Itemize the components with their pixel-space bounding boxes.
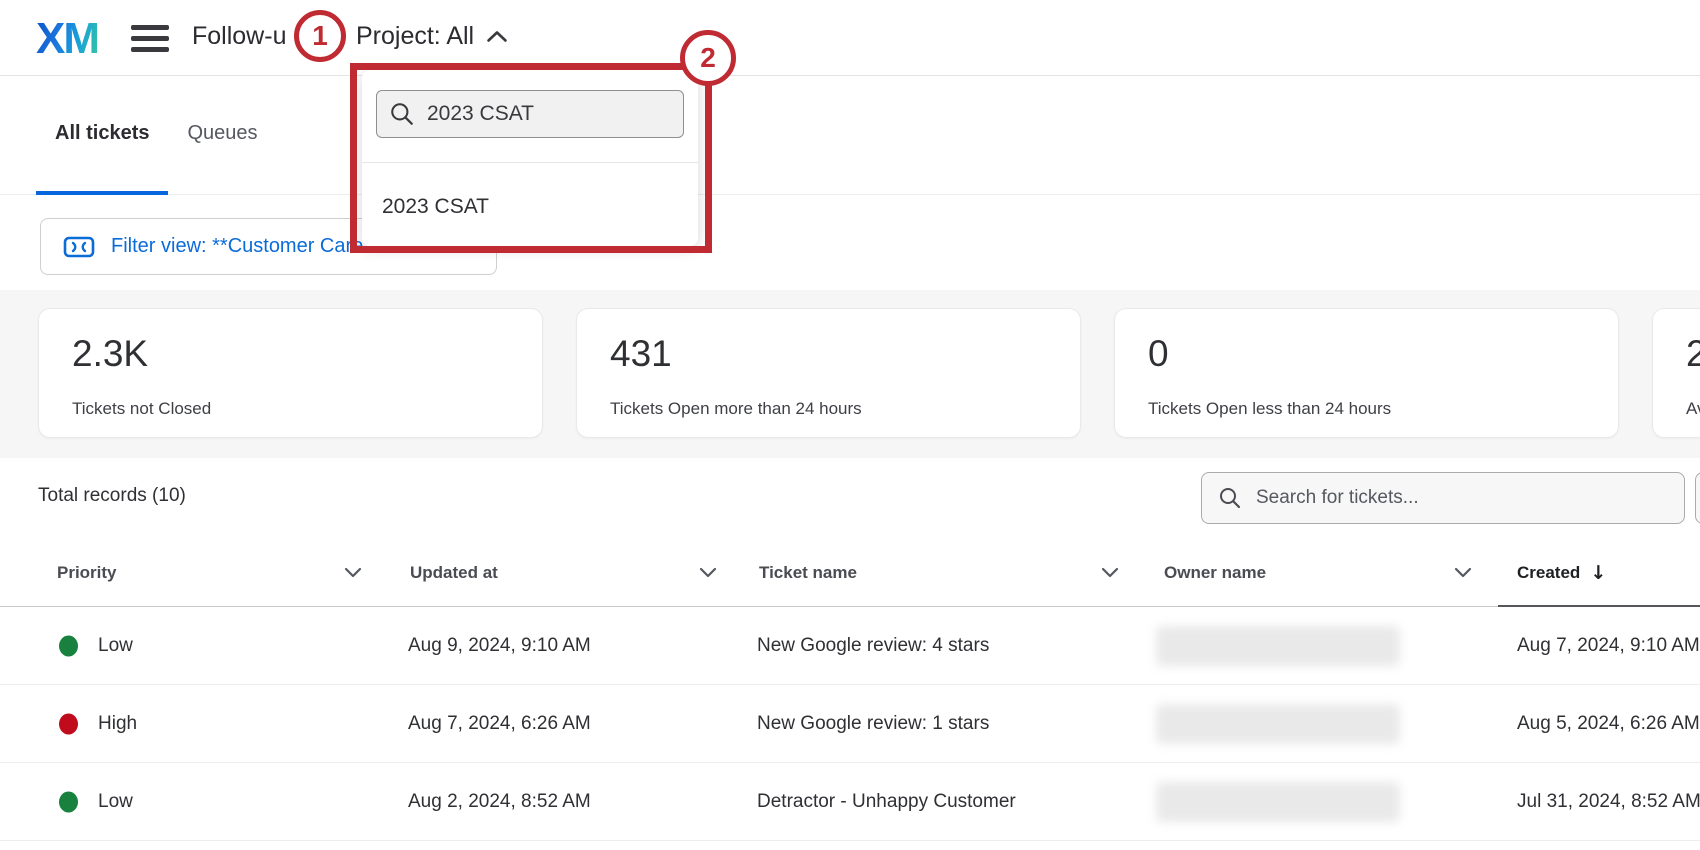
stat-value: 0 [1148, 333, 1169, 374]
partial-button-clipped[interactable] [1695, 472, 1700, 524]
sort-descending-arrow-icon: ↓ [1590, 562, 1607, 584]
project-search-input[interactable]: 2023 CSAT [376, 90, 684, 138]
stat-card-open-less-24h: 0 Tickets Open less than 24 hours [1114, 308, 1619, 438]
total-records-label: Total records (10) [38, 485, 186, 506]
tickets-table-header: Priority Updated at Ticket name Owner na… [0, 540, 1700, 608]
ticket-icon [63, 234, 95, 260]
stat-label: Tickets Open more than 24 hours [610, 399, 862, 418]
ticket-search-placeholder: Search for tickets... [1256, 487, 1419, 508]
annotation-step-1-badge: 1 [294, 10, 346, 62]
top-navigation-bar: XM Follow-u Project: All [0, 0, 1700, 76]
priority-dot-icon [59, 635, 78, 656]
priority-dot-icon [59, 713, 78, 734]
hamburger-menu-icon[interactable] [131, 25, 169, 52]
annotation-step-2-badge: 2 [680, 30, 736, 86]
created-cell: Aug 5, 2024, 6:26 AM [1517, 712, 1700, 734]
project-selector-label: Project: All [356, 22, 475, 50]
priority-cell: High [98, 712, 138, 734]
priority-dot-icon [59, 791, 78, 812]
stat-card-truncated: 2 Av [1652, 308, 1700, 438]
chevron-down-icon[interactable] [1101, 567, 1119, 578]
created-cell: Jul 31, 2024, 8:52 AM [1517, 790, 1700, 812]
priority-cell: Low [98, 790, 133, 812]
owner-name-redacted [1156, 781, 1400, 822]
page-title: Follow-u [192, 22, 287, 50]
search-icon [389, 101, 415, 127]
column-header-updated-at[interactable]: Updated at [410, 563, 498, 582]
stat-card-not-closed: 2.3K Tickets not Closed [38, 308, 543, 438]
tickets-tabs-bar: All tickets Queues [0, 76, 1700, 195]
project-search-value: 2023 CSAT [427, 102, 534, 125]
xm-logo[interactable]: XM [36, 14, 100, 63]
stat-label: Tickets not Closed [72, 399, 212, 418]
column-header-ticket-name[interactable]: Ticket name [759, 563, 857, 582]
stat-label: Tickets Open less than 24 hours [1148, 399, 1392, 418]
chevron-down-icon[interactable] [1454, 567, 1472, 578]
tab-queues[interactable]: Queues [187, 122, 258, 144]
table-row[interactable]: High Aug 7, 2024, 6:26 AM New Google rev… [0, 685, 1700, 763]
chevron-down-icon[interactable] [699, 567, 717, 578]
tab-all-tickets[interactable]: All tickets [36, 76, 169, 195]
ticket-name-cell: Detractor - Unhappy Customer [757, 790, 1016, 812]
stat-value: 2.3K [72, 333, 149, 374]
table-row[interactable]: Low Aug 9, 2024, 9:10 AM New Google revi… [0, 607, 1700, 685]
ticket-name-cell: New Google review: 4 stars [757, 634, 990, 656]
stat-card-open-more-24h: 431 Tickets Open more than 24 hours [576, 308, 1081, 438]
search-icon [1218, 486, 1242, 510]
filter-view-label: Filter view: **Customer Care [111, 235, 364, 257]
column-header-created-label: Created [1517, 563, 1581, 582]
project-option-2023-csat[interactable]: 2023 CSAT [382, 195, 489, 218]
sorted-column-underline [1498, 605, 1700, 608]
created-cell: Aug 7, 2024, 9:10 AM [1517, 634, 1700, 656]
updated-at-cell: Aug 9, 2024, 9:10 AM [408, 634, 591, 656]
stat-label: Av [1686, 399, 1700, 418]
chevron-down-icon[interactable] [344, 567, 362, 578]
stat-value: 2 [1686, 333, 1700, 374]
updated-at-cell: Aug 2, 2024, 8:52 AM [408, 790, 591, 812]
project-selector[interactable]: Project: All [356, 22, 508, 51]
column-header-priority[interactable]: Priority [57, 563, 117, 582]
ticket-name-cell: New Google review: 1 stars [757, 712, 990, 734]
ticket-stats-band: 2.3K Tickets not Closed 431 Tickets Open… [0, 290, 1700, 458]
priority-cell: Low [98, 634, 133, 656]
records-toolbar: Total records (10) Search for tickets... [0, 458, 1700, 540]
column-header-created-sorted[interactable]: Created ↓ [1517, 540, 1606, 606]
column-header-owner-name[interactable]: Owner name [1164, 563, 1267, 582]
updated-at-cell: Aug 7, 2024, 6:26 AM [408, 712, 591, 734]
dropdown-divider [362, 162, 698, 163]
table-row[interactable]: Low Aug 2, 2024, 8:52 AM Detractor - Unh… [0, 763, 1700, 841]
stat-value: 431 [610, 333, 672, 374]
filter-toolbar: Filter view: **Customer Care Reset filte… [0, 195, 1700, 469]
chevron-up-icon [486, 30, 508, 43]
owner-name-redacted [1156, 703, 1400, 744]
ticket-search-input[interactable]: Search for tickets... [1201, 472, 1685, 524]
project-dropdown-panel: 2023 CSAT 2023 CSAT [362, 70, 698, 246]
owner-name-redacted [1156, 625, 1400, 666]
